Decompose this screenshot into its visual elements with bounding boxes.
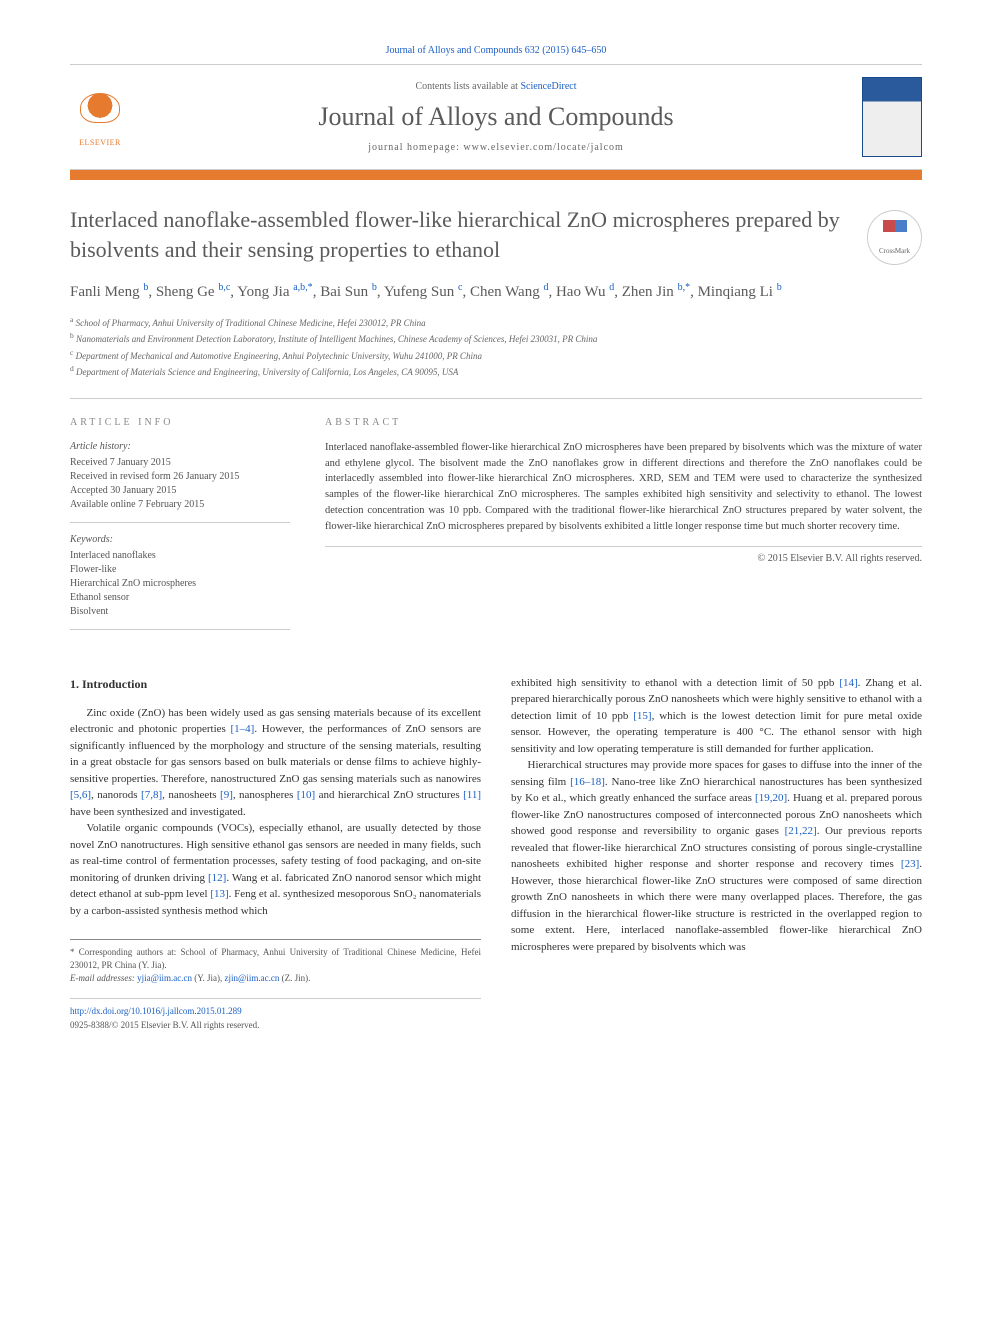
citation-ref[interactable]: [10] [297, 789, 315, 801]
keywords-block: Keywords: Interlaced nanoflakesFlower-li… [70, 533, 290, 630]
citation-ref[interactable]: [7,8] [141, 789, 162, 801]
corresponding-author-note: * Corresponding authors at: School of Ph… [70, 946, 481, 971]
elsevier-tree-icon [75, 88, 125, 138]
article-history-block: Article history: Received 7 January 2015… [70, 440, 290, 523]
journal-homepage: journal homepage: www.elsevier.com/locat… [145, 142, 847, 153]
citation-ref[interactable]: [19,20] [755, 792, 787, 804]
keyword-line: Interlaced nanoflakes [70, 549, 290, 563]
article-info-heading: ARTICLE INFO [70, 417, 290, 428]
page-container: Journal of Alloys and Compounds 632 (201… [0, 0, 992, 1077]
citation-ref[interactable]: [11] [463, 789, 481, 801]
email-link-2[interactable]: zjin@iim.ac.cn [225, 973, 280, 983]
abstract-copyright: © 2015 Elsevier B.V. All rights reserved… [325, 553, 922, 564]
history-line: Received 7 January 2015 [70, 456, 290, 470]
abstract-column: ABSTRACT Interlaced nanoflake-assembled … [325, 417, 922, 640]
journal-header-bar: ELSEVIER Contents lists available at Sci… [70, 64, 922, 170]
keyword-line: Flower-like [70, 563, 290, 577]
affiliations-list: a School of Pharmacy, Anhui University o… [70, 314, 922, 380]
section-1-heading: 1. Introduction [70, 675, 481, 693]
keywords-label: Keywords: [70, 533, 290, 547]
contents-available-line: Contents lists available at ScienceDirec… [145, 81, 847, 92]
affiliation-line: b Nanomaterials and Environment Detectio… [70, 330, 922, 347]
journal-center-block: Contents lists available at ScienceDirec… [145, 81, 847, 153]
citation-ref[interactable]: [9] [220, 789, 233, 801]
crossmark-icon [883, 220, 907, 244]
citation-ref[interactable]: [23] [901, 858, 919, 870]
keyword-line: Bisolvent [70, 605, 290, 619]
doi-link[interactable]: http://dx.doi.org/10.1016/j.jallcom.2015… [70, 1006, 242, 1016]
elsevier-logo[interactable]: ELSEVIER [70, 82, 130, 152]
header-citation: Journal of Alloys and Compounds 632 (201… [70, 45, 922, 56]
citation-ref[interactable]: [5,6] [70, 789, 91, 801]
history-line: Accepted 30 January 2015 [70, 484, 290, 498]
citation-ref[interactable]: [14] [839, 677, 857, 689]
email-line: E-mail addresses: yjia@iim.ac.cn (Y. Jia… [70, 972, 481, 985]
citation-ref[interactable]: [15] [633, 710, 651, 722]
crossmark-label: CrossMark [879, 247, 910, 255]
affiliation-line: d Department of Materials Science and En… [70, 363, 922, 380]
orange-divider-bar [70, 170, 922, 180]
history-line: Available online 7 February 2015 [70, 498, 290, 512]
body-paragraph: Volatile organic compounds (VOCs), espec… [70, 820, 481, 919]
journal-cover-thumbnail[interactable] [862, 77, 922, 157]
sciencedirect-link[interactable]: ScienceDirect [520, 81, 576, 92]
keyword-line: Ethanol sensor [70, 591, 290, 605]
article-title: Interlaced nanoflake-assembled flower-li… [70, 205, 922, 264]
contents-prefix: Contents lists available at [415, 81, 520, 92]
citation-ref[interactable]: [1–4] [231, 723, 255, 735]
info-abstract-row: ARTICLE INFO Article history: Received 7… [70, 417, 922, 640]
crossmark-badge[interactable]: CrossMark [867, 210, 922, 265]
body-paragraph: Zinc oxide (ZnO) has been widely used as… [70, 705, 481, 821]
citation-ref[interactable]: [21,22] [785, 825, 817, 837]
history-line: Received in revised form 26 January 2015 [70, 470, 290, 484]
email-who-2: (Z. Jin). [279, 973, 310, 983]
history-label: Article history: [70, 440, 290, 454]
keyword-line: Hierarchical ZnO microspheres [70, 577, 290, 591]
issn-copyright: 0925-8388/© 2015 Elsevier B.V. All right… [70, 1020, 259, 1030]
affiliation-line: c Department of Mechanical and Automotiv… [70, 347, 922, 364]
abstract-text: Interlaced nanoflake-assembled flower-li… [325, 440, 922, 548]
affiliation-line: a School of Pharmacy, Anhui University o… [70, 314, 922, 331]
author-list: Fanli Meng b, Sheng Ge b,c, Yong Jia a,b… [70, 280, 922, 304]
article-header: CrossMark Interlaced nanoflake-assembled… [70, 205, 922, 380]
citation-ref[interactable]: [13] [210, 888, 228, 900]
article-info-column: ARTICLE INFO Article history: Received 7… [70, 417, 290, 640]
email-link-1[interactable]: yjia@iim.ac.cn [137, 973, 192, 983]
body-paragraph: Hierarchical structures may provide more… [511, 757, 922, 955]
citation-ref[interactable]: [16–18] [570, 776, 605, 788]
journal-title: Journal of Alloys and Compounds [145, 102, 847, 132]
email-who-1: (Y. Jia), [192, 973, 225, 983]
body-two-columns: 1. Introduction Zinc oxide (ZnO) has bee… [70, 675, 922, 1032]
email-label: E-mail addresses: [70, 973, 137, 983]
section-divider [70, 398, 922, 399]
footer-bar: http://dx.doi.org/10.1016/j.jallcom.2015… [70, 998, 481, 1032]
left-column: 1. Introduction Zinc oxide (ZnO) has bee… [70, 675, 481, 1032]
body-paragraph: exhibited high sensitivity to ethanol wi… [511, 675, 922, 758]
footnote-block: * Corresponding authors at: School of Ph… [70, 939, 481, 984]
citation-ref[interactable]: [12] [208, 872, 226, 884]
elsevier-label: ELSEVIER [79, 138, 121, 147]
abstract-heading: ABSTRACT [325, 417, 922, 428]
right-column: exhibited high sensitivity to ethanol wi… [511, 675, 922, 1032]
